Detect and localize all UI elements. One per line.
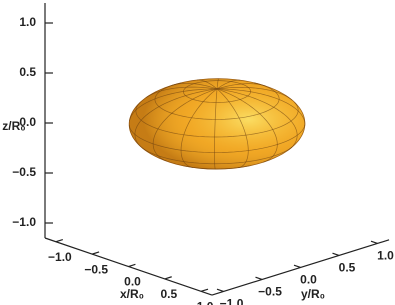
x-tick-label: 0.0 [124, 275, 141, 289]
mesh-line [172, 82, 218, 90]
mesh-line [216, 79, 241, 90]
y-tick-label: 0.5 [339, 261, 356, 275]
x-tick [92, 251, 100, 255]
x-tick-label: −1.0 [48, 250, 72, 264]
z-axis-label: z/R₀ [2, 119, 25, 133]
mesh-line [214, 88, 218, 170]
z-tick-label: −0.5 [12, 165, 36, 179]
mesh-line [183, 80, 252, 103]
mesh-line [146, 86, 218, 98]
ellipsoid-shading [129, 78, 305, 170]
x-axis [44, 237, 213, 296]
mesh-line [183, 165, 250, 170]
mesh-line [216, 88, 278, 163]
y-axis-label: y/R₀ [301, 287, 325, 301]
mesh-line [180, 88, 218, 168]
x-tick [200, 288, 209, 292]
x-tick-label: −0.5 [84, 262, 108, 276]
mesh-line [216, 78, 219, 89]
x-tick [128, 263, 136, 268]
x-tick-label: 0.5 [160, 287, 177, 301]
z-tick-label: −1.0 [12, 215, 36, 229]
z-tick-label: 0.0 [19, 115, 36, 129]
z-tick-label: 1.0 [19, 15, 36, 29]
y-tick-label: −1.0 [220, 297, 244, 305]
mesh-line [152, 88, 218, 162]
y-tick [293, 264, 301, 269]
y-tick [370, 240, 378, 245]
x-tick [55, 238, 63, 243]
y-tick-label: 0.0 [300, 273, 317, 287]
mesh-line [216, 87, 293, 101]
mesh-line [196, 79, 218, 90]
y-tick [216, 288, 224, 293]
mesh-line [216, 88, 249, 169]
y-tick [255, 276, 263, 281]
y-tick-label: −0.5 [258, 285, 282, 299]
mesh-line [216, 88, 298, 150]
y-tick-label: 1.0 [377, 249, 394, 263]
mesh-line [135, 102, 299, 138]
x-tick-label: 1.0 [197, 299, 214, 305]
y-tick [332, 252, 340, 257]
mesh-line [134, 88, 218, 148]
z-tick-label: 0.5 [19, 65, 36, 79]
mesh-line [154, 82, 280, 120]
x-tick [164, 276, 172, 280]
mesh-line [141, 146, 293, 165]
mesh-line [217, 88, 306, 126]
x-axis-label: x/R₀ [120, 287, 144, 301]
mesh-line [129, 88, 218, 122]
mesh-line [128, 124, 306, 153]
